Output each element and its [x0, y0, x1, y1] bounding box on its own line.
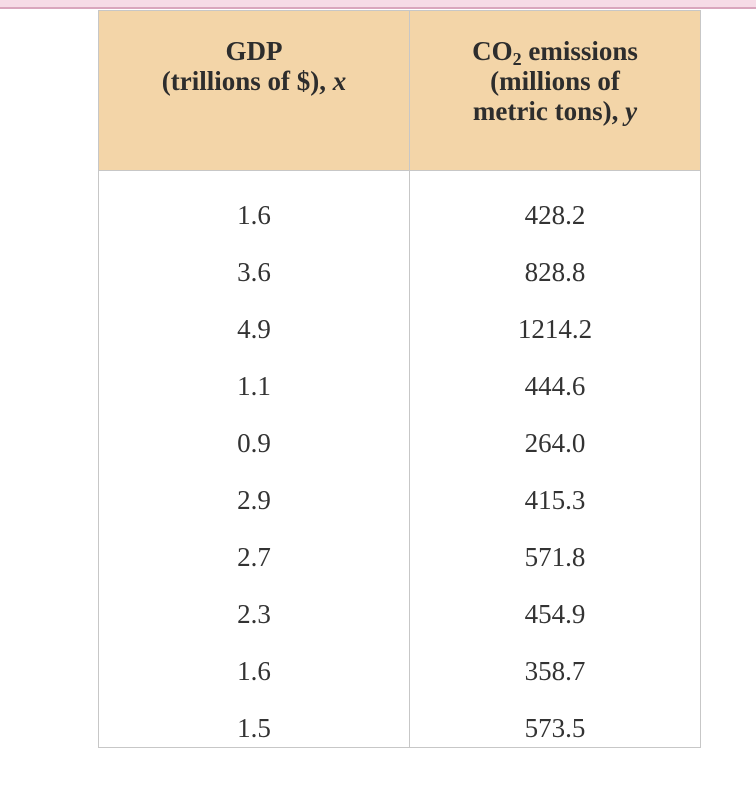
- gdp-header-line2: (trillions of $), x: [162, 66, 346, 96]
- co2-value-cell: 428.2: [524, 200, 586, 230]
- co2-values-column: 428.2 828.8 1214.2 444.6 264.0 415.3 571.8 454.…: [410, 171, 700, 747]
- co2-value-cell: 454.9: [524, 599, 586, 629]
- co2-header-line1: CO2 emissions: [472, 36, 638, 69]
- co2-header-emissions: emissions: [521, 36, 638, 66]
- gdp-value-cell: 2.7: [237, 542, 271, 572]
- top-border-band: [0, 0, 756, 9]
- co2-value-cell: 828.8: [524, 257, 586, 287]
- table-header-row: GDP (trillions of $), x CO2 emissions (m…: [99, 11, 700, 171]
- co2-value-cell: 571.8: [524, 542, 586, 572]
- gdp-header-line1: GDP: [225, 36, 283, 66]
- gdp-header-units: (trillions of $),: [161, 66, 333, 96]
- gdp-co2-table: GDP (trillions of $), x CO2 emissions (m…: [98, 10, 701, 748]
- gdp-value-cell: 1.6: [237, 656, 271, 686]
- gdp-value-cell: 1.5: [237, 713, 271, 743]
- gdp-value-cell: 2.3: [237, 599, 271, 629]
- co2-header-line3: metric tons), y: [473, 96, 637, 126]
- co2-subscript: 2: [512, 49, 522, 69]
- gdp-variable-x: x: [332, 66, 347, 96]
- gdp-value-cell: 0.9: [237, 428, 271, 458]
- co2-value-cell: 264.0: [524, 428, 586, 458]
- co2-column-header: CO2 emissions (millions of metric tons),…: [410, 11, 700, 170]
- co2-variable-y: y: [625, 96, 638, 126]
- co2-value-cell: 1214.2: [517, 314, 593, 344]
- gdp-value-cell: 3.6: [237, 257, 271, 287]
- gdp-value-cell: 1.1: [237, 371, 271, 401]
- gdp-column-header: GDP (trillions of $), x: [99, 11, 410, 170]
- co2-header-units: metric tons),: [472, 96, 626, 126]
- co2-value-cell: 444.6: [524, 371, 586, 401]
- gdp-value-cell: 4.9: [237, 314, 271, 344]
- table-body: 1.6 3.6 4.9 1.1 0.9 2.9 2.7 2.3 1.6 1.5 428.2 828.…: [99, 171, 700, 747]
- co2-header-line2: (millions of: [490, 66, 620, 96]
- gdp-value-cell: 1.6: [237, 200, 271, 230]
- co2-value-cell: 358.7: [524, 656, 586, 686]
- co2-value-cell: 415.3: [524, 485, 586, 515]
- co2-value-cell: 573.5: [524, 713, 586, 743]
- co2-header-co: CO: [472, 36, 513, 66]
- gdp-value-cell: 2.9: [237, 485, 271, 515]
- gdp-values-column: 1.6 3.6 4.9 1.1 0.9 2.9 2.7 2.3 1.6 1.5: [99, 171, 410, 747]
